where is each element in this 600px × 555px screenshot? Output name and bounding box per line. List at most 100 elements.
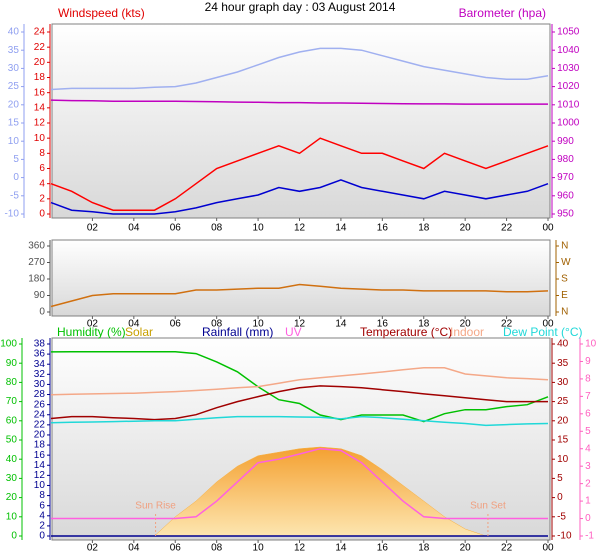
x-tick-label: 10 bbox=[253, 223, 265, 234]
x-tick-label: 00 bbox=[542, 319, 554, 330]
x-tick-label: 04 bbox=[128, 223, 140, 234]
annotation-label: Sun Rise bbox=[135, 501, 176, 512]
y-tick-label: 4 bbox=[39, 178, 45, 189]
y-tick-label: 5 bbox=[585, 426, 591, 437]
y-tick-label: -5 bbox=[10, 190, 19, 201]
y-tick-label: 2 bbox=[585, 478, 591, 489]
x-tick-label: 08 bbox=[211, 223, 223, 234]
line bbox=[51, 447, 548, 520]
y-tick-label: 10 bbox=[8, 136, 20, 147]
y-tick-label: 16 bbox=[34, 450, 46, 461]
y-tick-label: 20 bbox=[34, 57, 46, 68]
y-tick-label: 34 bbox=[34, 359, 46, 370]
x-tick-label: 22 bbox=[501, 319, 513, 330]
annotation-label: Sun Set bbox=[470, 501, 506, 512]
y-tick-label: -1 bbox=[585, 531, 594, 542]
line bbox=[50, 179, 549, 215]
x-tick-label: 20 bbox=[460, 223, 472, 234]
y-tick-label: 270 bbox=[28, 257, 45, 268]
y-tick-label: 10 bbox=[557, 454, 569, 465]
x-tick-label: 20 bbox=[460, 543, 472, 554]
x-tick-label: 14 bbox=[335, 223, 347, 234]
legend-entry: Dew Point (°C) bbox=[503, 325, 582, 339]
y-tick-label: 960 bbox=[557, 190, 574, 201]
y-tick-label: 0 bbox=[39, 531, 45, 542]
line bbox=[50, 137, 549, 211]
x-tick-label: 04 bbox=[128, 319, 140, 330]
y-tick-label: 36 bbox=[34, 349, 46, 360]
legend-entry: Rainfall (mm) bbox=[202, 325, 273, 339]
y-tick-label: 16 bbox=[34, 87, 46, 98]
y-tick-label: 70 bbox=[6, 396, 18, 407]
x-tick-label: 18 bbox=[418, 223, 430, 234]
x-tick-label: 18 bbox=[418, 543, 430, 554]
y-tick-label: 6 bbox=[585, 408, 591, 419]
y-tick-label: 25 bbox=[557, 396, 569, 407]
line bbox=[50, 99, 548, 105]
x-tick-label: 06 bbox=[170, 319, 182, 330]
y-tick-label: 6 bbox=[39, 500, 45, 511]
line bbox=[50, 415, 549, 427]
x-tick-label: 12 bbox=[294, 319, 306, 330]
line bbox=[50, 385, 548, 421]
y-tick-label: 28 bbox=[34, 389, 46, 400]
panel bbox=[51, 239, 551, 317]
x-tick-label: 06 bbox=[170, 543, 182, 554]
y-tick-label: 0 bbox=[11, 531, 17, 542]
y-tick-label: S bbox=[561, 274, 568, 285]
x-tick-label: 16 bbox=[377, 543, 389, 554]
x-tick-label: 08 bbox=[211, 319, 223, 330]
y-tick-label: 12 bbox=[34, 470, 46, 481]
y-tick-label: 30 bbox=[6, 473, 18, 484]
y-tick-label: 22 bbox=[34, 42, 46, 53]
line bbox=[50, 367, 549, 396]
y-tick-label: 14 bbox=[34, 102, 46, 113]
x-tick-label: 12 bbox=[294, 543, 306, 554]
y-tick-label: 35 bbox=[557, 358, 569, 369]
x-tick-label: 06 bbox=[170, 223, 182, 234]
y-tick-label: 5 bbox=[13, 154, 19, 165]
y-tick-label: 20 bbox=[6, 492, 18, 503]
y-tick-label: 6 bbox=[39, 163, 45, 174]
y-tick-label: 24 bbox=[34, 409, 46, 420]
x-tick-label: 02 bbox=[87, 543, 99, 554]
y-tick-label: 970 bbox=[557, 172, 574, 183]
y-tick-label: 990 bbox=[557, 136, 574, 147]
y-tick-label: 3 bbox=[585, 461, 591, 472]
x-tick-label: 12 bbox=[294, 223, 306, 234]
y-tick-label: 10 bbox=[6, 511, 18, 522]
y-tick-label: 180 bbox=[28, 274, 45, 285]
axis-title: Barometer (hpa) bbox=[459, 6, 546, 20]
x-tick-label: 14 bbox=[335, 319, 347, 330]
y-tick-label: 1030 bbox=[557, 63, 580, 74]
y-tick-label: 10 bbox=[34, 480, 46, 491]
y-tick-label: 10 bbox=[34, 133, 46, 144]
y-tick-label: 25 bbox=[8, 81, 20, 92]
y-tick-label: 15 bbox=[8, 118, 20, 129]
legend-entry: Temperature (°C) bbox=[360, 325, 452, 339]
y-tick-label: 100 bbox=[0, 339, 17, 350]
y-tick-label: 60 bbox=[6, 415, 18, 426]
x-tick-label: 08 bbox=[211, 543, 223, 554]
y-tick-label: W bbox=[561, 257, 571, 268]
x-tick-label: 00 bbox=[542, 543, 554, 554]
x-tick-label: 20 bbox=[460, 319, 472, 330]
y-tick-label: 12 bbox=[34, 118, 46, 129]
y-tick-label: N bbox=[561, 241, 568, 252]
legend-entry: Indoor bbox=[450, 325, 484, 339]
x-tick-label: 22 bbox=[501, 223, 513, 234]
y-tick-label: 0 bbox=[585, 513, 591, 524]
legend-entry: Humidity (%) bbox=[57, 325, 126, 339]
y-tick-label: 2 bbox=[39, 521, 45, 532]
line bbox=[50, 350, 549, 423]
y-tick-label: 40 bbox=[6, 454, 18, 465]
y-tick-label: 5 bbox=[557, 473, 563, 484]
x-tick-label: 18 bbox=[418, 319, 430, 330]
x-tick-label: 00 bbox=[542, 223, 554, 234]
x-tick-label: 10 bbox=[253, 319, 265, 330]
y-tick-label: 40 bbox=[8, 27, 20, 38]
y-tick-label: 40 bbox=[557, 339, 569, 350]
y-tick-label: 20 bbox=[34, 430, 46, 441]
y-tick-label: 30 bbox=[8, 63, 20, 74]
